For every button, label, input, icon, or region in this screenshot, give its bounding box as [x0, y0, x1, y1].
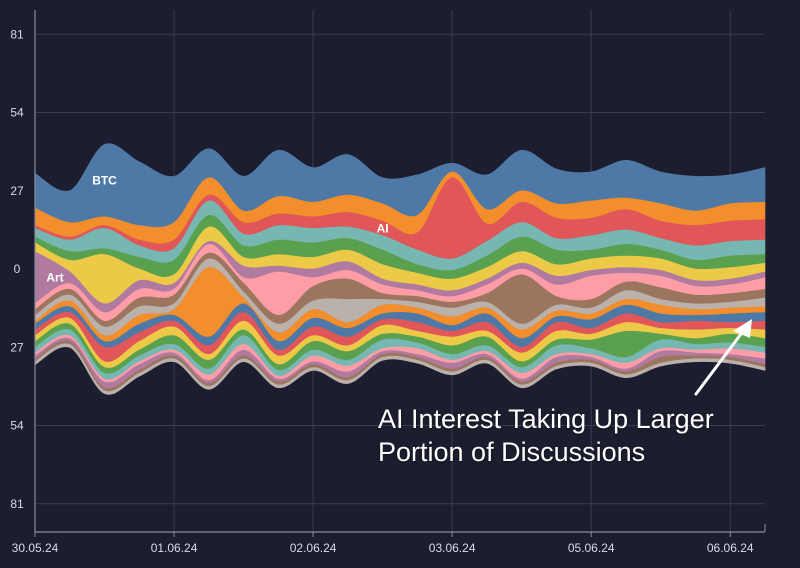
annotation-line-1: AI Interest Taking Up Larger: [378, 404, 714, 434]
x-tick-label: 02.06.24: [290, 541, 337, 555]
x-tick-label: 01.06.24: [151, 541, 198, 555]
y-tick-label: 54: [10, 106, 24, 120]
y-tick-label: 27: [10, 340, 24, 354]
y-tick-label: 54: [10, 419, 24, 433]
arrow-shaft: [694, 328, 746, 396]
y-tick-label: 0: [14, 262, 21, 276]
series-label-art: Art: [46, 271, 63, 285]
arrow-head: [733, 319, 752, 338]
annotation-line-2: Portion of Discussions: [378, 437, 646, 467]
x-tick-label: 05.06.24: [568, 541, 615, 555]
stream-layer: [34, 343, 766, 395]
annotation-arrow: [694, 319, 752, 396]
x-tick-label: 30.05.24: [12, 541, 59, 555]
y-tick-label: 81: [10, 27, 24, 41]
x-tick-label: 06.06.24: [707, 541, 754, 555]
annotation-text: AI Interest Taking Up Larger Portion of …: [378, 403, 714, 469]
axes: 81 54 27 0 27 54 81 30.05.24 01.06.24 02.06.24 03.…: [10, 10, 766, 555]
series-label-ai: AI: [377, 221, 389, 235]
series-labels: BTC AI Art: [46, 174, 388, 285]
x-tick-label: 03.06.24: [429, 541, 476, 555]
y-tick-label: 81: [10, 497, 24, 511]
stream-layers: [34, 143, 766, 395]
series-label-btc: BTC: [92, 174, 117, 188]
y-tick-label: 27: [10, 184, 24, 198]
